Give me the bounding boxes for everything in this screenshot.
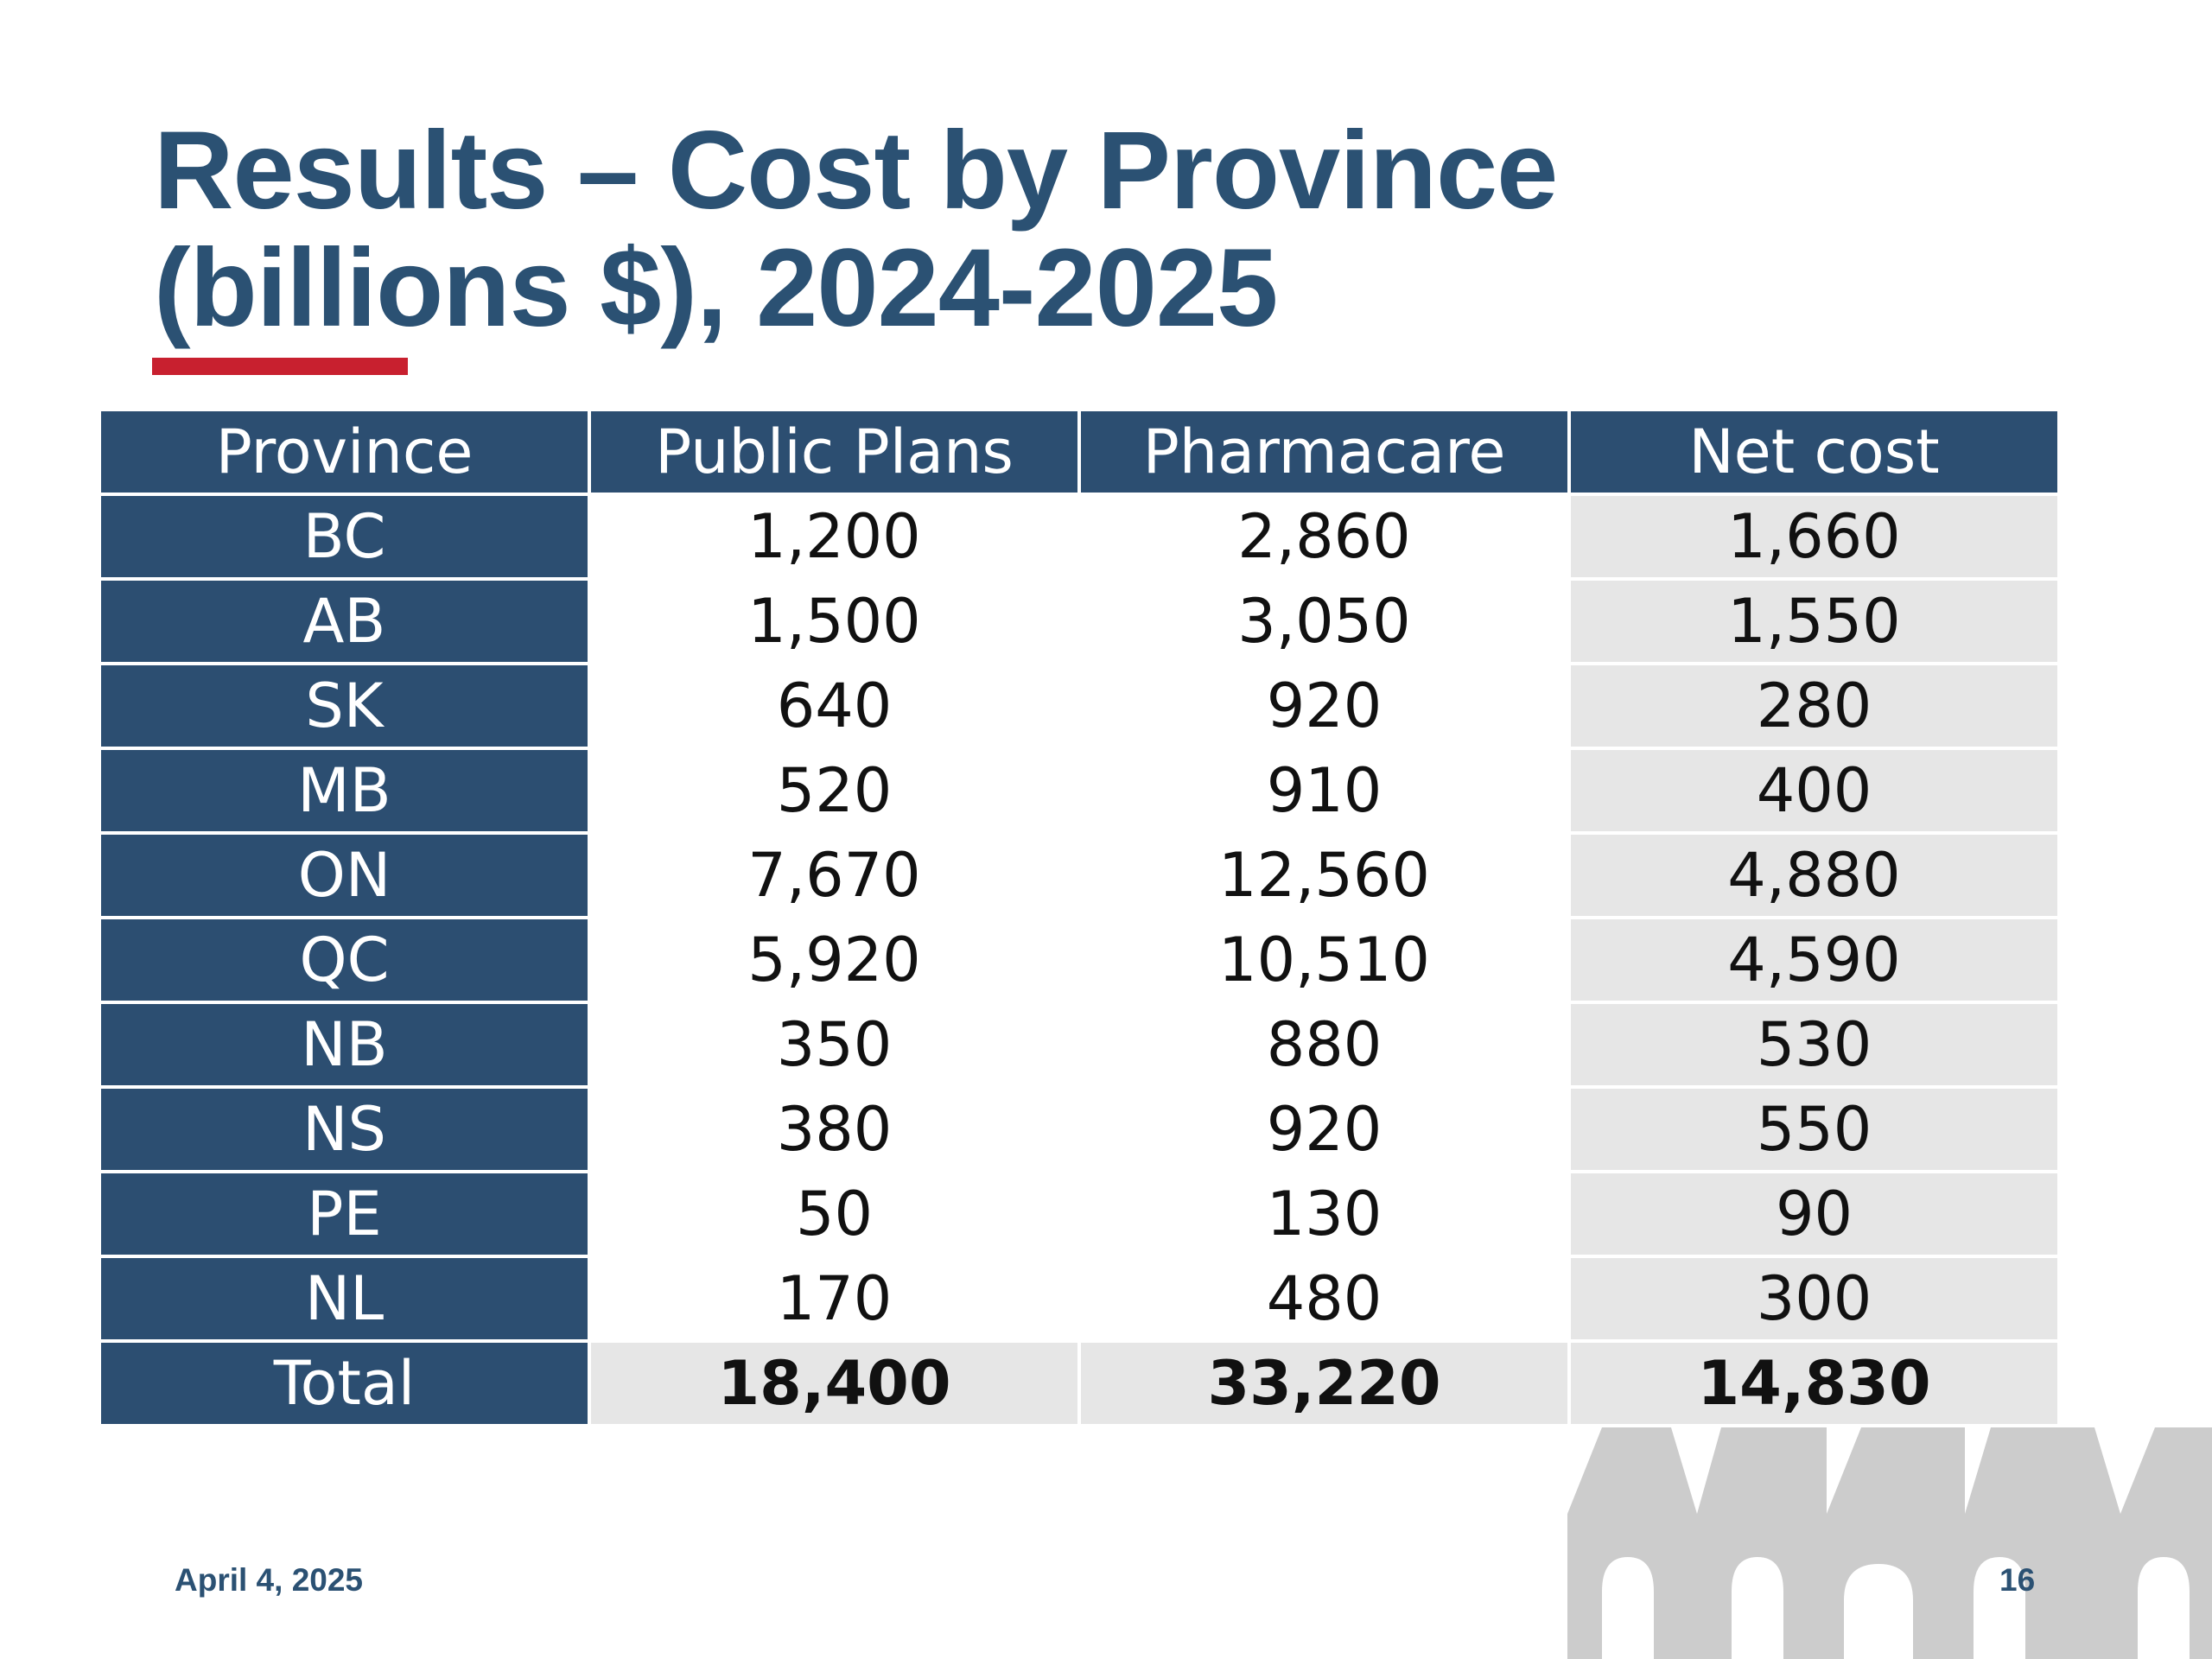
building-silhouette-icon	[1567, 1427, 2212, 1659]
province-cell: NS	[101, 1089, 588, 1170]
province-cell: QC	[101, 919, 588, 1001]
pharmacare-cell: 3,050	[1081, 581, 1567, 662]
pharmacare-cell: 480	[1081, 1258, 1567, 1339]
cost-by-province-table: Province Public Plans Pharmacare Net cos…	[98, 408, 2061, 1427]
pharmacare-cell: 920	[1081, 665, 1567, 747]
table-row: BC 1,200 2,860 1,660	[101, 496, 2057, 577]
net-cost-cell: 4,590	[1571, 919, 2057, 1001]
title-line-1: Results – Cost by Province	[154, 109, 1558, 232]
province-cell: ON	[101, 835, 588, 916]
net-cost-cell: 90	[1571, 1173, 2057, 1255]
page-number: 16	[1999, 1562, 2036, 1598]
total-label-cell: Total	[101, 1343, 588, 1424]
pharmacare-cell: 130	[1081, 1173, 1567, 1255]
header-province: Province	[101, 411, 588, 493]
province-cell: AB	[101, 581, 588, 662]
table-row: MB 520 910 400	[101, 750, 2057, 831]
footer-date: April 4, 2025	[175, 1562, 364, 1598]
table-total-row: Total 18,400 33,220 14,830	[101, 1343, 2057, 1424]
pharmacare-cell: 920	[1081, 1089, 1567, 1170]
net-cost-cell: 280	[1571, 665, 2057, 747]
province-cell: SK	[101, 665, 588, 747]
net-cost-cell: 400	[1571, 750, 2057, 831]
pharmacare-cell: 910	[1081, 750, 1567, 831]
net-cost-cell: 550	[1571, 1089, 2057, 1170]
public-plans-cell: 170	[591, 1258, 1077, 1339]
province-cell: PE	[101, 1173, 588, 1255]
table-row: ON 7,670 12,560 4,880	[101, 835, 2057, 916]
pharmacare-cell: 2,860	[1081, 496, 1567, 577]
public-plans-cell: 5,920	[591, 919, 1077, 1001]
province-cell: BC	[101, 496, 588, 577]
table-header-row: Province Public Plans Pharmacare Net cos…	[101, 411, 2057, 493]
title-line-2: (billions $), 2024-2025	[154, 226, 1278, 350]
pharmacare-cell: 10,510	[1081, 919, 1567, 1001]
net-cost-cell: 1,660	[1571, 496, 2057, 577]
net-cost-cell: 4,880	[1571, 835, 2057, 916]
net-cost-cell: 300	[1571, 1258, 2057, 1339]
public-plans-cell: 1,200	[591, 496, 1077, 577]
total-pharmacare-cell: 33,220	[1081, 1343, 1567, 1424]
header-pharmacare: Pharmacare	[1081, 411, 1567, 493]
table-row: PE 50 130 90	[101, 1173, 2057, 1255]
province-cell: NB	[101, 1004, 588, 1085]
table-row: NB 350 880 530	[101, 1004, 2057, 1085]
table-row: SK 640 920 280	[101, 665, 2057, 747]
table-row: NL 170 480 300	[101, 1258, 2057, 1339]
public-plans-cell: 7,670	[591, 835, 1077, 916]
header-public-plans: Public Plans	[591, 411, 1077, 493]
public-plans-cell: 380	[591, 1089, 1077, 1170]
title-accent-bar	[152, 358, 408, 375]
net-cost-cell: 530	[1571, 1004, 2057, 1085]
province-cell: MB	[101, 750, 588, 831]
table-row: AB 1,500 3,050 1,550	[101, 581, 2057, 662]
table-row: QC 5,920 10,510 4,590	[101, 919, 2057, 1001]
page-title: Results – Cost by Province (billions $),…	[154, 109, 1558, 350]
province-cell: NL	[101, 1258, 588, 1339]
public-plans-cell: 350	[591, 1004, 1077, 1085]
table-row: NS 380 920 550	[101, 1089, 2057, 1170]
header-net-cost: Net cost	[1571, 411, 2057, 493]
pharmacare-cell: 12,560	[1081, 835, 1567, 916]
public-plans-cell: 1,500	[591, 581, 1077, 662]
total-net-cost-cell: 14,830	[1571, 1343, 2057, 1424]
total-public-plans-cell: 18,400	[591, 1343, 1077, 1424]
public-plans-cell: 520	[591, 750, 1077, 831]
public-plans-cell: 50	[591, 1173, 1077, 1255]
pharmacare-cell: 880	[1081, 1004, 1567, 1085]
public-plans-cell: 640	[591, 665, 1077, 747]
net-cost-cell: 1,550	[1571, 581, 2057, 662]
